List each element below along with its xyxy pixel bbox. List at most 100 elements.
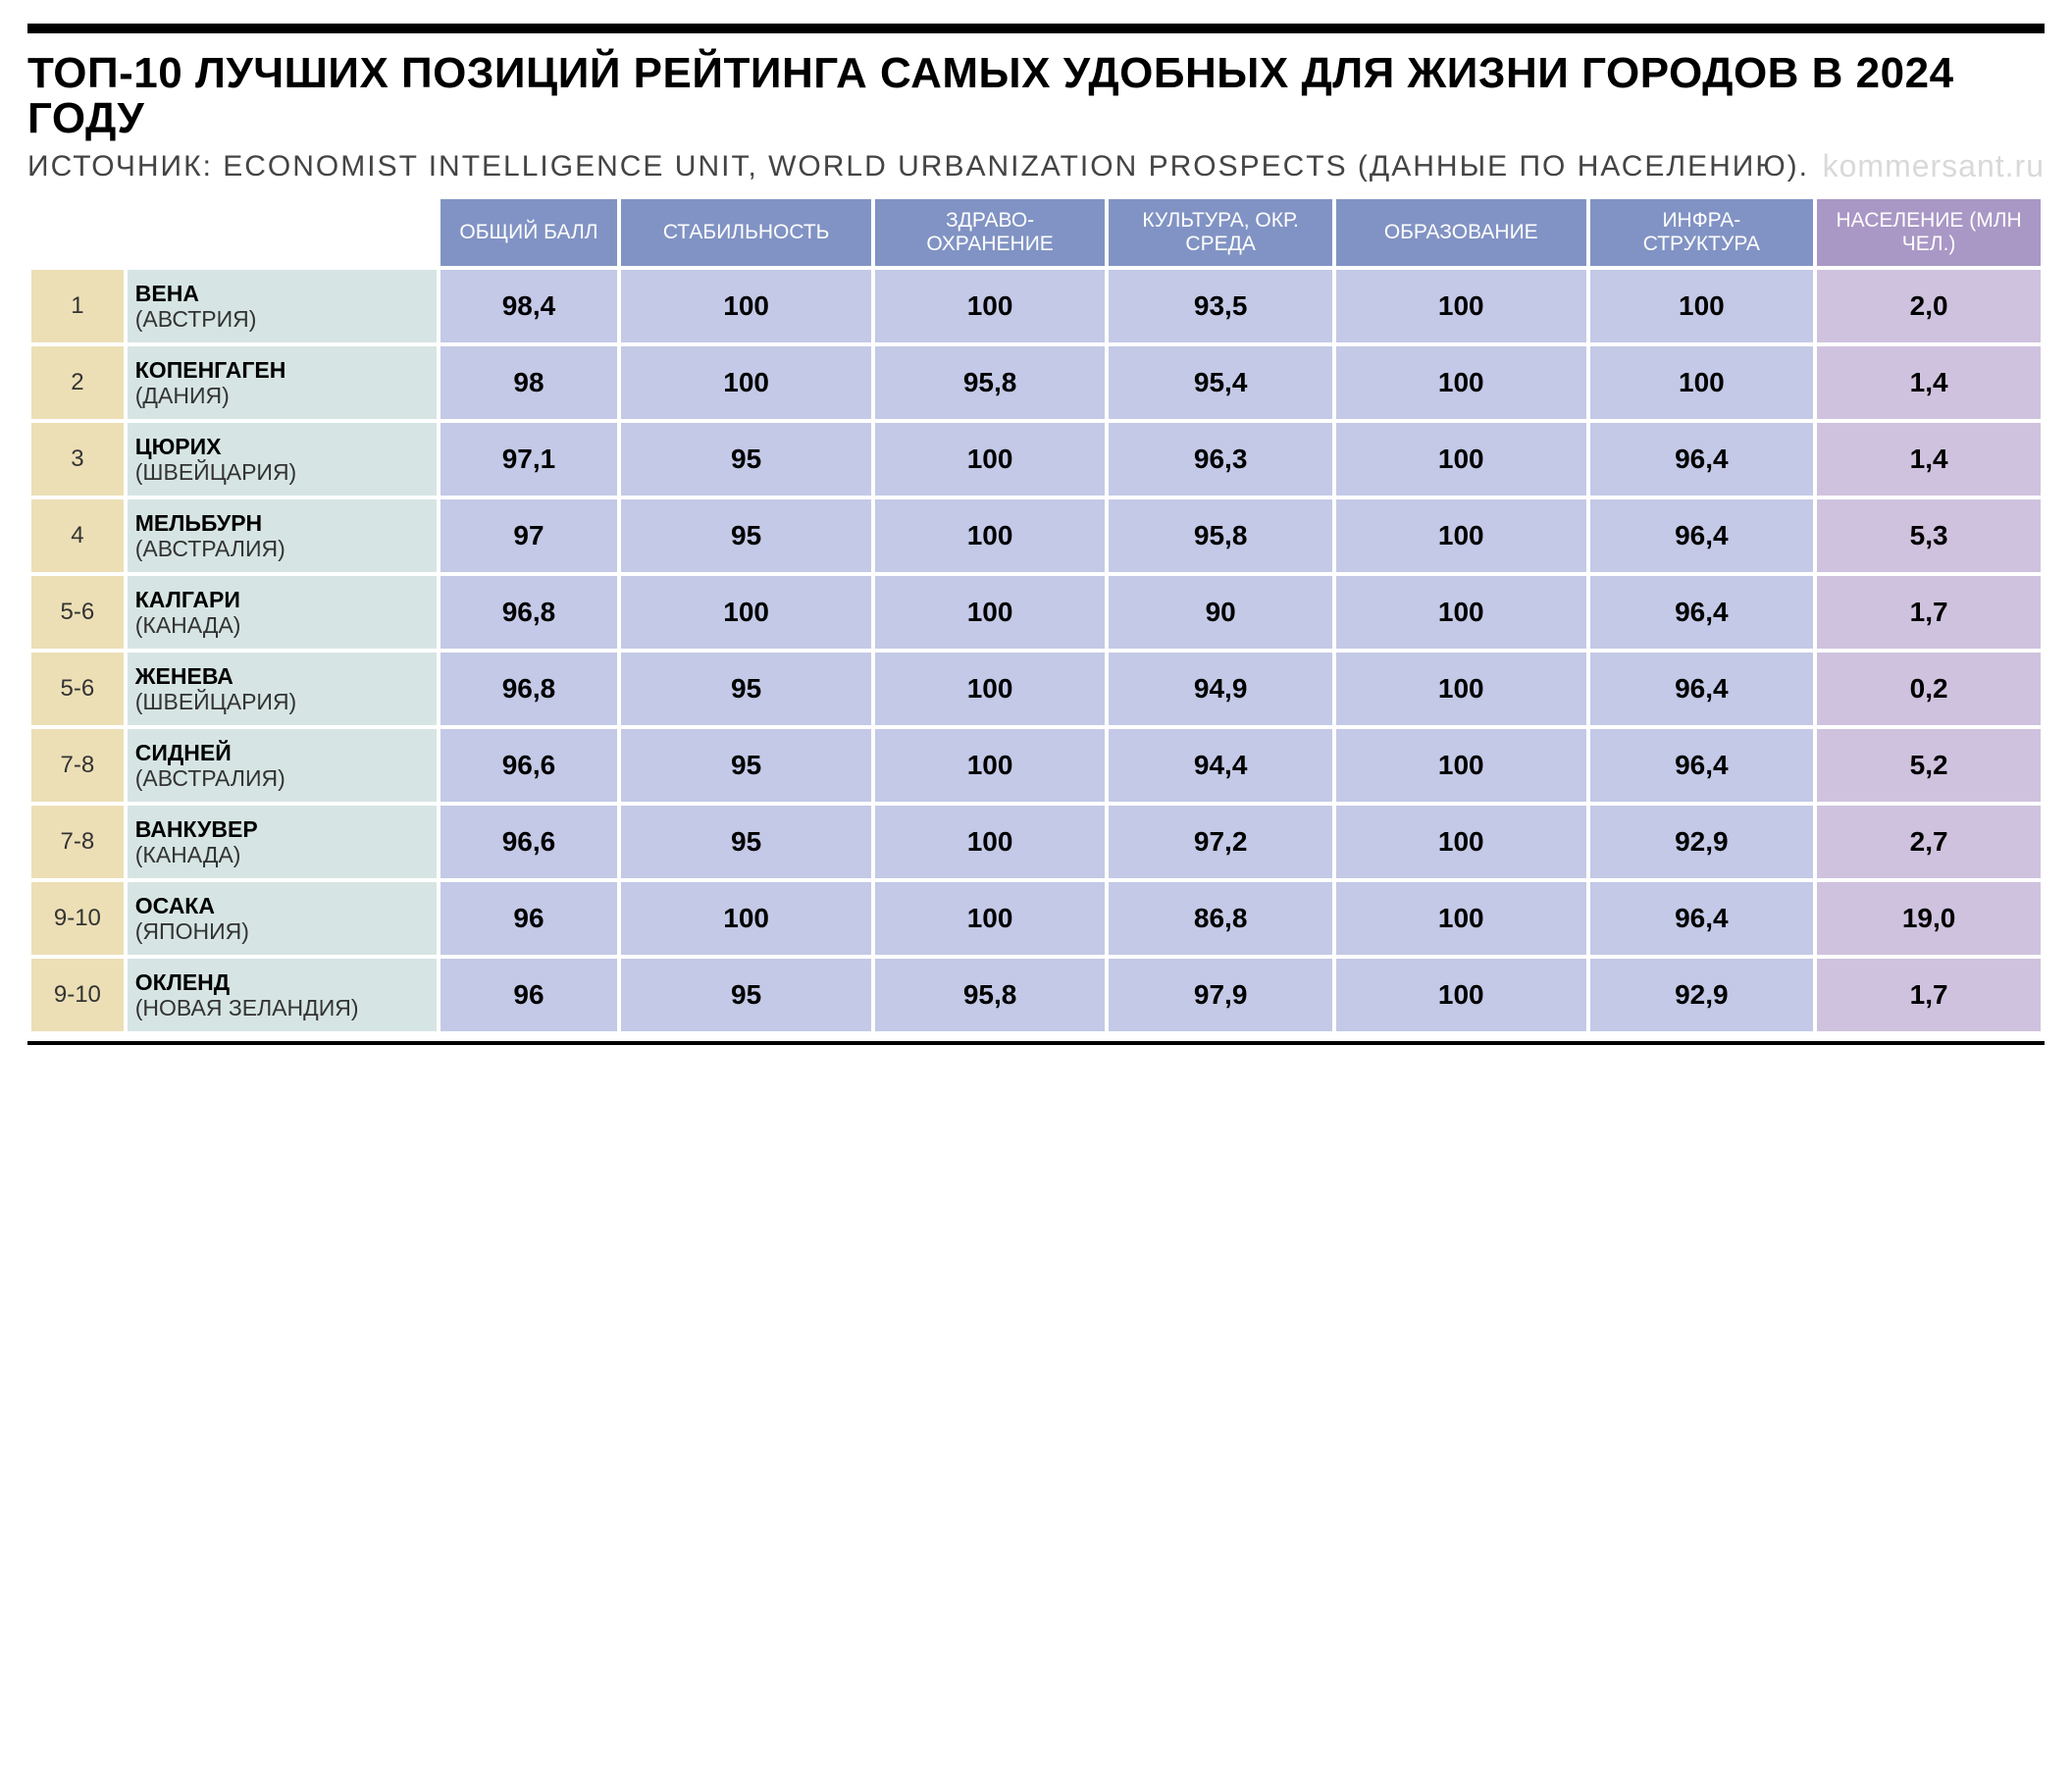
value-cell: 95: [621, 653, 871, 725]
value-cell: 100: [875, 270, 1105, 342]
value-cell: 100: [875, 576, 1105, 649]
value-cell: 94,4: [1109, 729, 1332, 802]
value-cell: 96,6: [440, 806, 618, 878]
column-header: СТАБИЛЬНОСТЬ: [621, 199, 871, 266]
value-cell: 97,2: [1109, 806, 1332, 878]
value-cell: 96,4: [1590, 576, 1814, 649]
value-cell: 97: [440, 499, 618, 572]
value-cell: 100: [1336, 959, 1586, 1031]
value-cell: 95: [621, 959, 871, 1031]
value-cell: 100: [875, 882, 1105, 955]
value-cell: 96,4: [1590, 729, 1814, 802]
source-line: ИСТОЧНИК: ECONOMIST INTELLIGENCE UNIT, W…: [27, 147, 2045, 187]
city-name: СИДНЕЙ: [135, 740, 429, 765]
value-cell: 1,7: [1817, 959, 2041, 1031]
value-cell: 96,4: [1590, 653, 1814, 725]
value-cell: 100: [1590, 270, 1814, 342]
value-cell: 86,8: [1109, 882, 1332, 955]
value-cell: 100: [1336, 576, 1586, 649]
value-cell: 100: [875, 729, 1105, 802]
city-country: (АВСТРАЛИЯ): [135, 765, 429, 791]
ranking-table: ОБЩИЙ БАЛЛСТАБИЛЬНОСТЬЗДРАВО-ОХРАНЕНИЕКУ…: [27, 195, 2045, 1035]
city-name: ЦЮРИХ: [135, 434, 429, 459]
table-row: 1ВЕНА(АВСТРИЯ)98,410010093,51001002,0: [31, 270, 2041, 342]
value-cell: 5,2: [1817, 729, 2041, 802]
bottom-rule: [27, 1041, 2045, 1045]
city-country: (ДАНИЯ): [135, 383, 429, 408]
city-name: ВЕНА: [135, 281, 429, 306]
column-header: ЗДРАВО-ОХРАНЕНИЕ: [875, 199, 1105, 266]
column-header: КУЛЬТУРА, ОКР. СРЕДА: [1109, 199, 1332, 266]
table-row: 2КОПЕНГАГЕН(ДАНИЯ)9810095,895,41001001,4: [31, 346, 2041, 419]
value-cell: 98,4: [440, 270, 618, 342]
source-text: ИСТОЧНИК: ECONOMIST INTELLIGENCE UNIT, W…: [27, 150, 1809, 183]
value-cell: 96,8: [440, 576, 618, 649]
value-cell: 97,9: [1109, 959, 1332, 1031]
city-country: (ЯПОНИЯ): [135, 918, 429, 944]
city-name: МЕЛЬБУРН: [135, 510, 429, 536]
value-cell: 96,4: [1590, 499, 1814, 572]
value-cell: 100: [1336, 729, 1586, 802]
value-cell: 95,4: [1109, 346, 1332, 419]
city-name: КАЛГАРИ: [135, 587, 429, 612]
value-cell: 100: [875, 499, 1105, 572]
value-cell: 96: [440, 959, 618, 1031]
value-cell: 96,4: [1590, 882, 1814, 955]
top-rule: [27, 24, 2045, 33]
table-row: 4МЕЛЬБУРН(АВСТРАЛИЯ)979510095,810096,45,…: [31, 499, 2041, 572]
watermark: kommersant.ru: [1823, 145, 2045, 187]
city-name: ОСАКА: [135, 893, 429, 918]
city-cell: ВАНКУВЕР(КАНАДА): [128, 806, 437, 878]
rank-cell: 2: [31, 346, 124, 419]
value-cell: 100: [1336, 882, 1586, 955]
value-cell: 96,6: [440, 729, 618, 802]
city-name: ЖЕНЕВА: [135, 663, 429, 689]
value-cell: 95: [621, 729, 871, 802]
value-cell: 1,7: [1817, 576, 2041, 649]
city-name: ОКЛЕНД: [135, 969, 429, 995]
value-cell: 100: [1336, 499, 1586, 572]
value-cell: 100: [621, 346, 871, 419]
value-cell: 100: [1336, 346, 1586, 419]
header-row: ОБЩИЙ БАЛЛСТАБИЛЬНОСТЬЗДРАВО-ОХРАНЕНИЕКУ…: [31, 199, 2041, 266]
value-cell: 100: [1336, 806, 1586, 878]
value-cell: 95,8: [875, 959, 1105, 1031]
rank-cell: 1: [31, 270, 124, 342]
value-cell: 100: [875, 653, 1105, 725]
value-cell: 95,8: [875, 346, 1105, 419]
city-country: (АВСТРИЯ): [135, 306, 429, 332]
value-cell: 97,1: [440, 423, 618, 496]
rank-cell: 9-10: [31, 882, 124, 955]
value-cell: 5,3: [1817, 499, 2041, 572]
table-row: 5-6ЖЕНЕВА(ШВЕЙЦАРИЯ)96,89510094,910096,4…: [31, 653, 2041, 725]
column-header: НАСЕЛЕНИЕ (МЛН ЧЕЛ.): [1817, 199, 2041, 266]
table-row: 7-8ВАНКУВЕР(КАНАДА)96,69510097,210092,92…: [31, 806, 2041, 878]
city-country: (НОВАЯ ЗЕЛАНДИЯ): [135, 995, 429, 1020]
city-country: (ШВЕЙЦАРИЯ): [135, 689, 429, 714]
city-cell: ЦЮРИХ(ШВЕЙЦАРИЯ): [128, 423, 437, 496]
value-cell: 1,4: [1817, 423, 2041, 496]
value-cell: 98: [440, 346, 618, 419]
city-cell: ВЕНА(АВСТРИЯ): [128, 270, 437, 342]
value-cell: 95: [621, 499, 871, 572]
city-cell: КАЛГАРИ(КАНАДА): [128, 576, 437, 649]
value-cell: 95: [621, 423, 871, 496]
value-cell: 2,7: [1817, 806, 2041, 878]
value-cell: 100: [621, 882, 871, 955]
table-row: 9-10ОСАКА(ЯПОНИЯ)9610010086,810096,419,0: [31, 882, 2041, 955]
value-cell: 90: [1109, 576, 1332, 649]
value-cell: 92,9: [1590, 959, 1814, 1031]
rank-cell: 3: [31, 423, 124, 496]
city-cell: КОПЕНГАГЕН(ДАНИЯ): [128, 346, 437, 419]
value-cell: 100: [1336, 653, 1586, 725]
city-cell: МЕЛЬБУРН(АВСТРАЛИЯ): [128, 499, 437, 572]
value-cell: 2,0: [1817, 270, 2041, 342]
page-title: ТОП-10 ЛУЧШИХ ПОЗИЦИЙ РЕЙТИНГА САМЫХ УДО…: [27, 51, 2045, 141]
value-cell: 100: [621, 270, 871, 342]
column-header: ОБЩИЙ БАЛЛ: [440, 199, 618, 266]
city-cell: ЖЕНЕВА(ШВЕЙЦАРИЯ): [128, 653, 437, 725]
table-row: 3ЦЮРИХ(ШВЕЙЦАРИЯ)97,19510096,310096,41,4: [31, 423, 2041, 496]
city-country: (АВСТРАЛИЯ): [135, 536, 429, 561]
column-header: ОБРАЗОВАНИЕ: [1336, 199, 1586, 266]
city-name: КОПЕНГАГЕН: [135, 357, 429, 383]
